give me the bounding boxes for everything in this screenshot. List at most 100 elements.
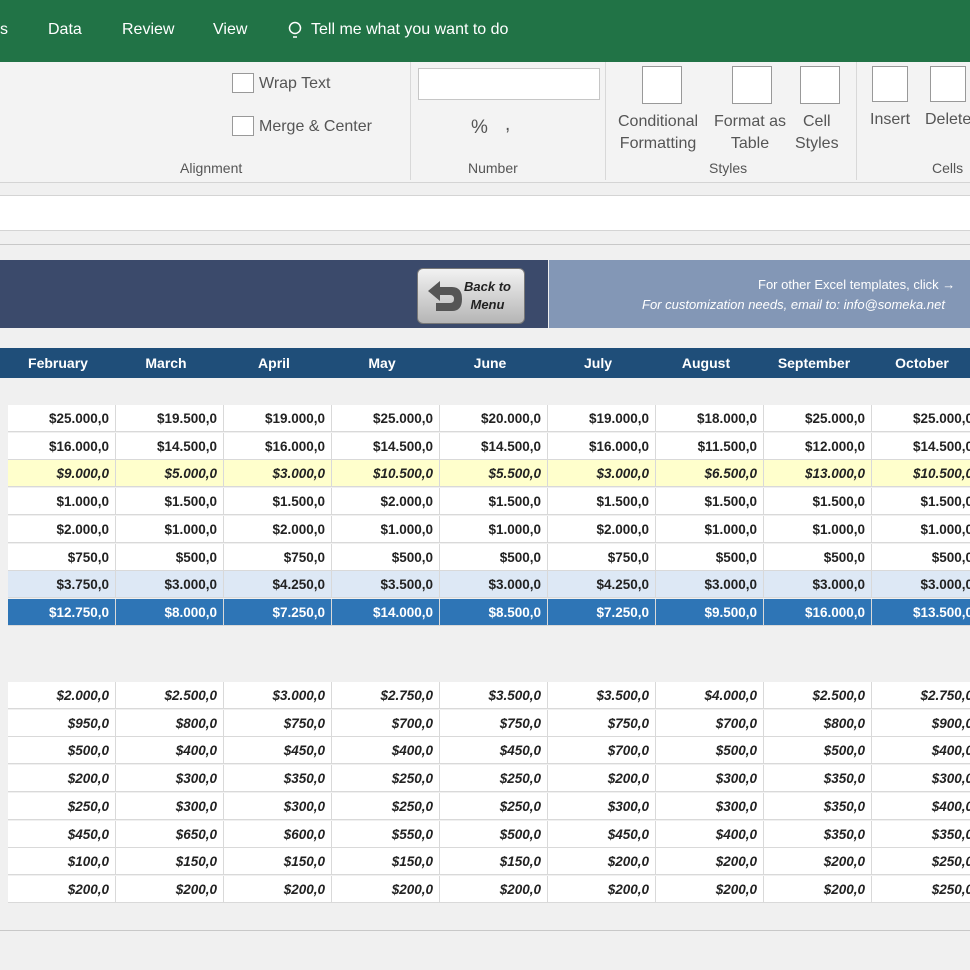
- cell: $13.500,0: [872, 598, 970, 626]
- cell: $600,0: [224, 820, 332, 848]
- cell: $350,0: [224, 765, 332, 793]
- tab[interactable]: View: [213, 21, 248, 38]
- group-label: Alignment: [180, 160, 243, 176]
- group-label: Styles: [709, 160, 748, 176]
- group-label: Number: [468, 160, 518, 176]
- cell: $9.000,0: [8, 460, 116, 488]
- cell: $450,0: [8, 820, 116, 848]
- cell: $150,0: [116, 848, 224, 876]
- cell: $250,0: [332, 792, 440, 820]
- cell: $7.250,0: [548, 598, 656, 626]
- cell: $2.750,0: [872, 682, 970, 709]
- tab[interactable]: s: [0, 21, 8, 38]
- banner-line1[interactable]: For other Excel templates, click →: [758, 277, 956, 292]
- cell: $10.500,0: [872, 460, 970, 488]
- tell-me[interactable]: Tell me what you want to do: [311, 21, 509, 38]
- cell: $4.250,0: [224, 571, 332, 599]
- cell: $400,0: [872, 792, 970, 820]
- ribbon-tabs: s Data Review View Tell me what you want…: [0, 0, 970, 62]
- cell: $3.500,0: [440, 682, 548, 709]
- cell: $800,0: [116, 709, 224, 737]
- comma-button[interactable]: ,: [505, 114, 511, 135]
- cell: $700,0: [548, 737, 656, 765]
- cell: $400,0: [332, 737, 440, 765]
- cell: $25.000,0: [8, 405, 116, 432]
- divider: [0, 244, 970, 245]
- cell: $4.250,0: [548, 571, 656, 599]
- cell: $500,0: [8, 737, 116, 765]
- label: Cell: [803, 113, 831, 130]
- cell: $1.000,0: [332, 515, 440, 543]
- cell: $300,0: [548, 792, 656, 820]
- cell: $25.000,0: [332, 405, 440, 432]
- format-table-button[interactable]: Format as Table: [714, 111, 786, 155]
- cell: $350,0: [872, 820, 970, 848]
- cell: $25.000,0: [872, 405, 970, 432]
- cell: $250,0: [8, 792, 116, 820]
- insert-icon: [872, 66, 908, 102]
- cell: $4.000,0: [656, 682, 764, 709]
- cell: $1.500,0: [872, 488, 970, 516]
- month-header: April: [258, 355, 290, 371]
- separator: [605, 62, 606, 180]
- cell: $1.000,0: [872, 515, 970, 543]
- insert-button[interactable]: Insert: [870, 111, 911, 128]
- number-format-box[interactable]: [418, 68, 600, 100]
- cell: $300,0: [116, 792, 224, 820]
- cell: $800,0: [764, 709, 872, 737]
- cell: $8.000,0: [116, 598, 224, 626]
- cell: $3.000,0: [872, 571, 970, 599]
- cell: $200,0: [764, 848, 872, 876]
- back-to-menu-button[interactable]: Back to Menu: [417, 268, 525, 324]
- cell: $900,0: [872, 709, 970, 737]
- cell: $6.500,0: [656, 460, 764, 488]
- cell: $8.500,0: [440, 598, 548, 626]
- cell: $3.000,0: [224, 460, 332, 488]
- group-label: Cells: [932, 160, 964, 176]
- cell: $16.000,0: [764, 598, 872, 626]
- formula-bar[interactable]: [0, 195, 970, 231]
- cell: $400,0: [116, 737, 224, 765]
- cell: $750,0: [440, 709, 548, 737]
- tab[interactable]: Review: [122, 21, 175, 38]
- cell: $20.000,0: [440, 405, 548, 432]
- cell: $1.000,0: [764, 515, 872, 543]
- merge-icon: [232, 116, 254, 136]
- cell: $1.500,0: [548, 488, 656, 516]
- cell: $350,0: [764, 820, 872, 848]
- cell: $200,0: [548, 848, 656, 876]
- cell: $200,0: [548, 765, 656, 793]
- cell: $14.500,0: [872, 432, 970, 460]
- cell: $2.750,0: [332, 682, 440, 709]
- separator: [856, 62, 857, 180]
- cell: $1.500,0: [116, 488, 224, 516]
- delete-icon: [930, 66, 966, 102]
- cell: $950,0: [8, 709, 116, 737]
- cell: $16.000,0: [548, 432, 656, 460]
- percent-button[interactable]: %: [471, 117, 488, 138]
- cell: $100,0: [8, 848, 116, 876]
- cell: $750,0: [8, 543, 116, 571]
- banner-line2[interactable]: For customization needs, email to: info@…: [642, 297, 945, 312]
- cell: $1.500,0: [224, 488, 332, 516]
- cell: $450,0: [548, 820, 656, 848]
- cell: $19.000,0: [548, 405, 656, 432]
- cell: $7.250,0: [224, 598, 332, 626]
- cell: $500,0: [872, 543, 970, 571]
- conditional-formatting-button[interactable]: Conditional Formatting: [618, 111, 698, 155]
- header-row: [0, 348, 970, 378]
- separator: [410, 62, 411, 180]
- cell: $1.500,0: [656, 488, 764, 516]
- delete-button[interactable]: Delete: [925, 111, 970, 128]
- cell: $750,0: [224, 543, 332, 571]
- cell: $2.000,0: [8, 515, 116, 543]
- wrap-text-button[interactable]: Wrap Text: [259, 75, 331, 92]
- cell: $3.000,0: [440, 571, 548, 599]
- merge-center-button[interactable]: Merge & Center: [259, 118, 372, 135]
- cell: $10.500,0: [332, 460, 440, 488]
- tab[interactable]: Data: [48, 21, 82, 38]
- cell-styles-button[interactable]: Cell Styles: [795, 111, 839, 155]
- month-header: June: [473, 355, 507, 371]
- cell: $500,0: [116, 543, 224, 571]
- banner-right: [549, 260, 970, 328]
